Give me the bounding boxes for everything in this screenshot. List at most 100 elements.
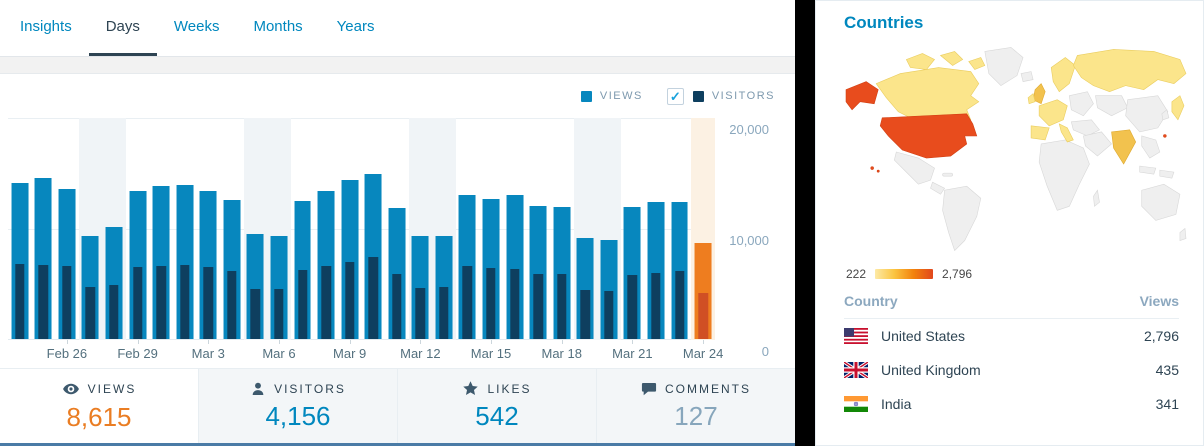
- bar-slot-mar-14[interactable]: [456, 118, 480, 340]
- visitors-bar: [344, 262, 355, 339]
- uk-flag-icon: [844, 362, 868, 378]
- gridline-20000: [8, 118, 715, 119]
- comments-summary-value: 127: [674, 400, 718, 431]
- tab-weeks[interactable]: Weeks: [173, 18, 220, 35]
- map-iceland: [1020, 71, 1034, 82]
- tab-years[interactable]: Years: [336, 18, 375, 35]
- period-tabs: Insights Days Weeks Months Years: [20, 0, 391, 56]
- visitors-bar: [227, 271, 237, 339]
- bar-slot-mar-20[interactable]: [597, 118, 621, 340]
- visitors-summary-label: VISITORS: [274, 381, 346, 396]
- country-name: United States: [881, 328, 966, 344]
- x-tick-cell: [149, 340, 173, 368]
- views-summary-tile[interactable]: VIEWS 8,615: [0, 369, 198, 443]
- bar-slot-feb-25[interactable]: [32, 118, 56, 340]
- bar-slot-mar-13[interactable]: [432, 118, 456, 340]
- world-map-canvas: [845, 47, 1187, 252]
- visitors-bar: [580, 290, 590, 339]
- bar-slot-feb-28[interactable]: [102, 118, 126, 340]
- visitors-bar: [674, 271, 685, 339]
- bar-slot-mar-19[interactable]: [573, 118, 598, 340]
- x-tick-cell: Mar 18: [541, 340, 582, 368]
- chart-plot-row: 20,000 10,000 0: [0, 118, 795, 359]
- map-indonesia: [1159, 169, 1175, 179]
- bar-slot-mar-4[interactable]: [220, 118, 244, 340]
- bar-slot-mar-18[interactable]: [550, 118, 574, 340]
- eye-icon: [62, 383, 79, 394]
- bar-slot-mar-5[interactable]: [243, 118, 268, 340]
- map-ireland: [1027, 93, 1036, 105]
- country-row: United Kingdom 435: [844, 353, 1179, 387]
- bar-slot-mar-10[interactable]: [361, 118, 385, 340]
- visitors-bar: [109, 284, 119, 339]
- countries-card: Countries: [815, 0, 1204, 446]
- x-tick-cell: Mar 3: [192, 340, 225, 368]
- map-colored-countries[interactable]: [845, 49, 1187, 173]
- bar-slot-mar-3[interactable]: [197, 118, 221, 340]
- map-other-countries: [893, 47, 1187, 252]
- bar-slot-mar-24[interactable]: [691, 118, 715, 340]
- bar-slot-mar-9[interactable]: [338, 118, 362, 340]
- period-tabbar: Insights Days Weeks Months Years: [0, 0, 795, 57]
- bar-slot-mar-21[interactable]: [621, 118, 645, 340]
- bar-slot-mar-1[interactable]: [149, 118, 173, 340]
- visitors-checkbox[interactable]: ✓: [666, 87, 684, 105]
- map-eastern-europe: [1068, 91, 1094, 117]
- likes-summary-tile[interactable]: LIKES 542: [397, 369, 596, 443]
- map-hong-kong: [1163, 134, 1167, 138]
- bar-slot-mar-17[interactable]: [526, 118, 550, 340]
- bar-slot-mar-7[interactable]: [291, 118, 315, 340]
- x-tick-label: Mar 9: [333, 346, 367, 361]
- checkmark-icon: ✓: [669, 88, 681, 104]
- tab-months[interactable]: Months: [253, 18, 303, 35]
- likes-summary-label: LIKES: [487, 381, 532, 396]
- map-hawaii: [870, 166, 874, 170]
- bar-slot-mar-16[interactable]: [503, 118, 527, 340]
- x-axis: Feb 26 Feb 29 Mar 3 Mar 6 Mar 9 Mar 12 Mar 15 M…: [0, 340, 795, 368]
- bar-slot-feb-26[interactable]: [55, 118, 79, 340]
- visitors-bar: [651, 272, 661, 339]
- country-views: 341: [1155, 396, 1179, 412]
- bar-slot-mar-23[interactable]: [668, 118, 692, 340]
- x-tick-label: Mar 3: [191, 346, 225, 361]
- tab-insights[interactable]: Insights: [20, 18, 72, 35]
- map-middle-east: [1083, 131, 1112, 157]
- x-tick-cell: Feb 26: [47, 340, 87, 368]
- y-tick-label: 20,000: [729, 122, 769, 137]
- comments-summary-tile[interactable]: COMMENTS 127: [596, 369, 795, 443]
- bar-slot-mar-15[interactable]: [479, 118, 503, 340]
- bar-slot-mar-2[interactable]: [173, 118, 197, 340]
- bar-slot-mar-22[interactable]: [644, 118, 668, 340]
- map-korea: [1161, 109, 1170, 121]
- x-tick-label: Feb 29: [117, 346, 158, 361]
- world-map[interactable]: [842, 37, 1189, 263]
- bar-slot-feb-29[interactable]: [126, 118, 150, 340]
- bar-slot-mar-11[interactable]: [385, 118, 409, 340]
- bar-slot-mar-12[interactable]: [408, 118, 433, 340]
- map-iberia: [1030, 125, 1050, 141]
- visitors-bar: [604, 291, 614, 339]
- map-scandinavia: [1050, 57, 1076, 93]
- visitors-bar: [392, 273, 402, 339]
- bar-slot-mar-8[interactable]: [314, 118, 338, 340]
- bar-slot-feb-24[interactable]: [8, 118, 32, 340]
- visitors-summary-tile[interactable]: VISITORS 4,156: [198, 369, 397, 443]
- bar-slot-feb-27[interactable]: [78, 118, 103, 340]
- visitors-bar: [274, 289, 284, 339]
- visitors-bar: [85, 286, 96, 339]
- x-tick-label: Feb 26: [46, 346, 88, 361]
- map-madagascar: [1093, 189, 1100, 207]
- x-tick-label: Mar 18: [541, 346, 582, 361]
- visitors-bar: [250, 289, 261, 339]
- visitors-bar: [415, 287, 426, 339]
- chart-legend: VIEWS ✓ VISITORS: [0, 74, 795, 118]
- visitors-bar: [15, 263, 25, 339]
- map-new-zealand: [1179, 227, 1187, 241]
- bar-chart-plot[interactable]: [8, 118, 715, 340]
- bar-slot-mar-6[interactable]: [267, 118, 291, 340]
- map-italy: [1058, 123, 1074, 143]
- x-tick-cell: [503, 340, 527, 368]
- visitors-bar: [462, 265, 473, 339]
- scale-min-value: 222: [846, 267, 867, 281]
- tab-days[interactable]: Days: [88, 0, 157, 56]
